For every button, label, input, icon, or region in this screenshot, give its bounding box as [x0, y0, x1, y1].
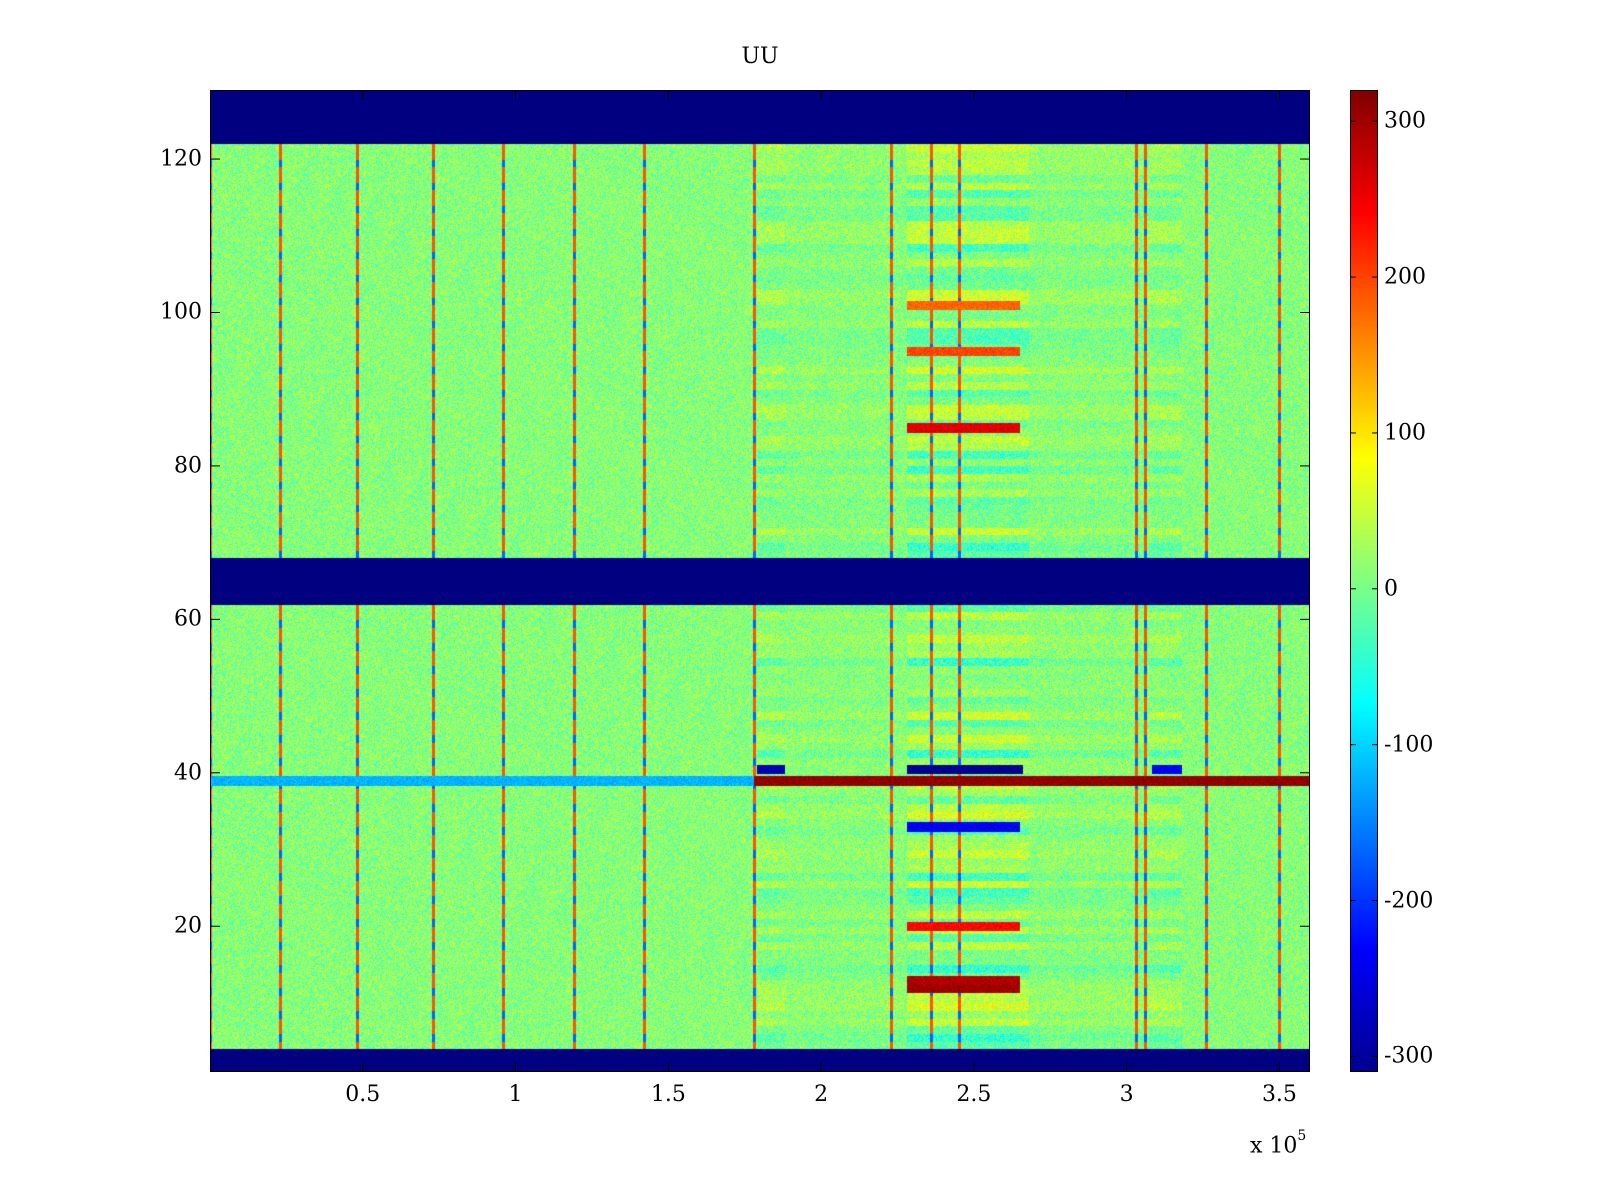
- x-axis-multiplier: x 105: [1250, 1128, 1306, 1159]
- colorbar-tick-label: -100: [1384, 732, 1434, 758]
- x-tick-label: 3: [1119, 1082, 1134, 1107]
- x-tick-label: 0.5: [345, 1082, 381, 1107]
- y-tick-label: 60: [174, 606, 202, 632]
- colorbar: [1350, 90, 1378, 1072]
- x-tick-label: 2.5: [956, 1082, 992, 1107]
- colorbar-tick-label: 0: [1384, 576, 1398, 602]
- chart-title: UU: [741, 44, 779, 69]
- colorbar-tick-label: 300: [1384, 108, 1426, 134]
- x-tick-label: 1.5: [650, 1082, 686, 1107]
- colorbar-tick-label: 100: [1384, 420, 1426, 446]
- colorbar-tick-label: 200: [1384, 264, 1426, 290]
- y-tick-label: 120: [160, 146, 202, 172]
- y-tick-label: 80: [174, 453, 202, 479]
- y-tick-label: 40: [174, 760, 202, 786]
- x-multiplier-base: x 10: [1250, 1133, 1298, 1159]
- heatmap-image: [210, 90, 1310, 1072]
- y-tick-label: 100: [160, 299, 202, 325]
- x-tick-label: 3.5: [1261, 1082, 1297, 1107]
- colorbar-tick-label: -200: [1384, 888, 1434, 914]
- colorbar-tick-label: -300: [1384, 1043, 1434, 1069]
- x-tick-label: 2: [814, 1082, 829, 1107]
- x-tick-label: 1: [508, 1082, 523, 1107]
- y-tick-label: 20: [174, 913, 202, 939]
- x-multiplier-exponent: 5: [1297, 1128, 1307, 1144]
